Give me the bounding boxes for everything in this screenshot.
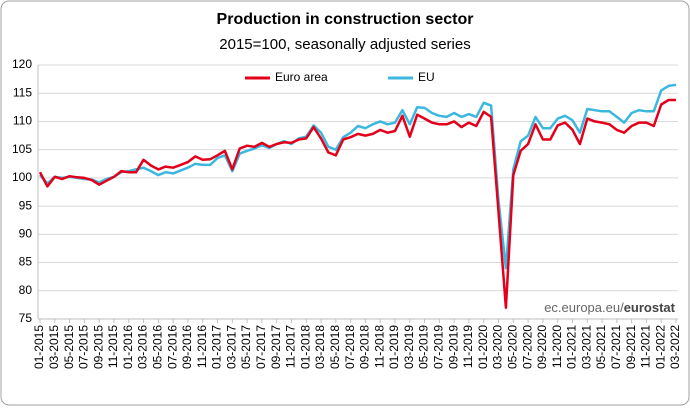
- x-tick-label: 01-2016: [121, 325, 135, 369]
- y-tick-label: 110: [13, 114, 32, 128]
- x-tick-label: 01-2021: [565, 325, 579, 369]
- x-tick-label: 01-2017: [210, 325, 224, 369]
- y-tick-label: 95: [19, 198, 33, 212]
- series-line: [39, 83, 677, 270]
- chart-subtitle: 2015=100, seasonally adjusted series: [219, 36, 470, 53]
- y-tick-label: 115: [13, 85, 32, 99]
- x-tick-label: 05-2018: [328, 325, 342, 369]
- y-tick-label: 75: [19, 311, 33, 325]
- x-tick-label: 11-2015: [106, 325, 120, 368]
- x-tick-label: 09-2015: [91, 325, 105, 369]
- x-tick-label: 03-2017: [224, 325, 238, 369]
- x-tick-label: 09-2019: [446, 325, 460, 369]
- x-tick-label: 09-2020: [535, 325, 549, 369]
- x-tick-label: 11-2016: [195, 325, 209, 368]
- chart-title: Production in construction sector: [217, 11, 474, 28]
- x-tick-label: 03-2022: [668, 325, 682, 369]
- x-tick-label: 11-2017: [284, 325, 298, 368]
- x-tick-label: 07-2018: [343, 325, 357, 369]
- x-tick-label: 01-2022: [653, 325, 667, 369]
- y-tick-label: 120: [12, 57, 32, 71]
- x-tick-label: 09-2021: [624, 325, 638, 369]
- source: ec.europa.eu/eurostat: [544, 300, 675, 315]
- x-tick-label: 05-2021: [594, 325, 608, 369]
- x-tick-label: 09-2016: [180, 325, 194, 369]
- x-tick-label: 05-2019: [417, 325, 431, 369]
- x-tick-label: 05-2020: [505, 325, 519, 369]
- x-tick-label: 01-2018: [298, 325, 312, 369]
- x-tick-label: 03-2020: [491, 325, 505, 369]
- x-tick-label: 07-2019: [432, 325, 446, 369]
- x-tick-label: 11-2019: [461, 325, 475, 368]
- x-tick-label: 11-2018: [372, 325, 386, 368]
- x-tick-label: 07-2021: [609, 325, 623, 369]
- x-tick-label: 03-2019: [402, 325, 416, 369]
- x-tick-label: 07-2020: [520, 325, 534, 369]
- x-tick-label: 07-2016: [165, 325, 179, 369]
- x-tick-label: 07-2015: [77, 325, 91, 369]
- series-line: [38, 98, 676, 309]
- x-tick-label: 11-2021: [639, 325, 653, 368]
- x-tick-label: 05-2016: [150, 325, 164, 369]
- y-tick-label: 105: [12, 142, 32, 156]
- y-tick-label: 100: [12, 170, 32, 184]
- x-tick-label: 09-2018: [358, 325, 372, 369]
- x-tick-label: 11-2020: [550, 325, 564, 368]
- x-tick-label: 03-2021: [579, 325, 593, 369]
- x-tick-label: 01-2019: [387, 325, 401, 369]
- x-tick-label: 03-2016: [136, 325, 150, 369]
- y-tick-label: 85: [19, 255, 33, 269]
- x-tick-label: 05-2017: [239, 325, 253, 369]
- y-tick-label: 90: [19, 227, 33, 241]
- x-tick-label: 03-2015: [47, 325, 61, 369]
- y-tick-label: 80: [19, 283, 33, 297]
- x-tick-label: 03-2018: [313, 325, 327, 369]
- legend-label: EU: [418, 70, 435, 84]
- legend-label: Euro area: [275, 70, 328, 84]
- x-tick-label: 01-2020: [476, 325, 490, 369]
- x-tick-label: 07-2017: [254, 325, 268, 369]
- x-tick-label: 05-2015: [62, 325, 76, 369]
- x-tick-label: 01-2015: [32, 325, 46, 369]
- source-brand: eurostat: [624, 300, 676, 315]
- x-tick-label: 09-2017: [269, 325, 283, 369]
- source-text: ec.europa.eu/: [544, 300, 624, 315]
